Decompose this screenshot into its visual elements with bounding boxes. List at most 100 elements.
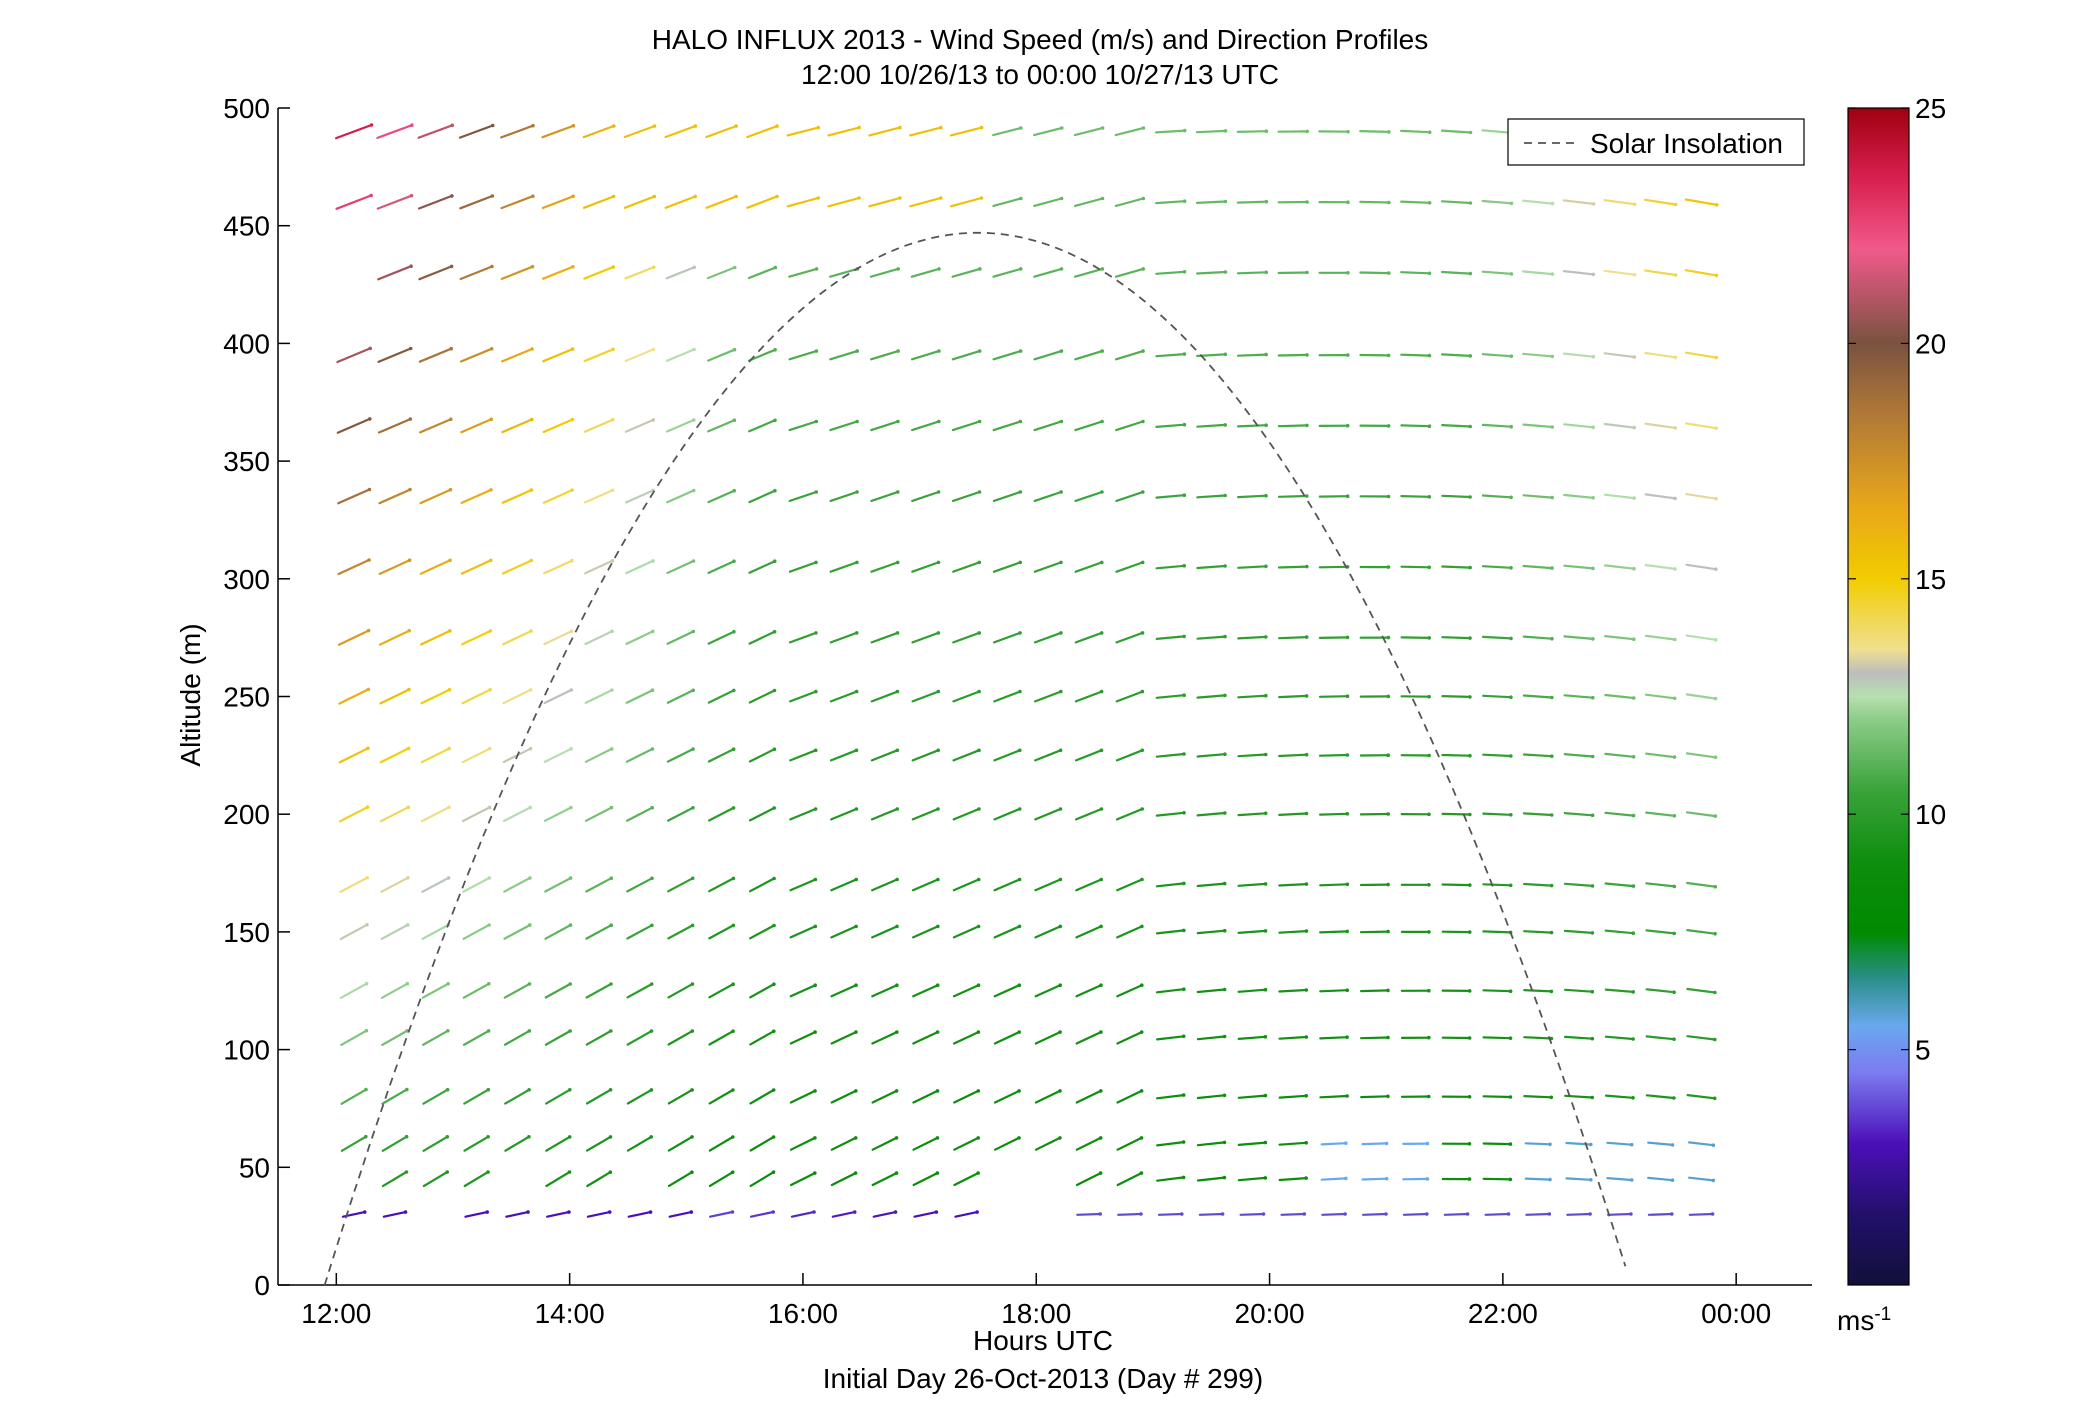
- wind-vector-tip: [489, 488, 493, 492]
- wind-vector: [667, 877, 694, 893]
- wind-vector: [708, 1030, 735, 1046]
- wind-vector: [870, 807, 899, 821]
- wind-vector: [381, 1088, 408, 1105]
- wind-vector-tip: [1387, 130, 1391, 134]
- wind-vector-tip: [1672, 1037, 1676, 1041]
- wind-vector-tip: [1427, 424, 1432, 429]
- wind-vector: [789, 878, 817, 892]
- wind-vector-tip: [1550, 425, 1554, 429]
- wind-vector: [377, 265, 413, 281]
- wind-vector-tip: [1425, 1141, 1430, 1146]
- wind-vector-tip: [1346, 271, 1350, 275]
- wind-vector-tip: [1714, 273, 1719, 278]
- wind-vector: [502, 629, 533, 646]
- wind-vector-tip: [937, 267, 941, 271]
- wind-vector-tip: [1386, 694, 1391, 699]
- wind-vector-tip: [1631, 696, 1636, 700]
- wind-vector: [1155, 752, 1186, 758]
- wind-vector-tip: [529, 558, 534, 563]
- wind-vector-tip: [938, 196, 943, 200]
- wind-vector-tip: [446, 1029, 450, 1033]
- wind-vector: [749, 1210, 775, 1218]
- wind-vector-tip: [447, 805, 451, 810]
- wind-vector: [338, 805, 369, 823]
- wind-vector-tip: [1058, 1089, 1062, 1093]
- wind-vector: [340, 1029, 368, 1047]
- wind-vector: [951, 350, 981, 361]
- wind-vector-tip: [771, 1088, 776, 1092]
- wind-vector-tip: [1305, 353, 1309, 357]
- wind-vector: [1195, 200, 1227, 204]
- wind-vector: [1278, 882, 1308, 887]
- wind-vector-tip: [690, 1088, 694, 1092]
- wind-vector-tip: [1590, 989, 1595, 994]
- wind-vector: [1155, 564, 1186, 570]
- wind-vector-tip: [1264, 693, 1268, 698]
- wind-vector-tip: [1386, 882, 1390, 887]
- wind-vector: [1236, 424, 1268, 428]
- wind-vector-tip: [1305, 270, 1309, 275]
- wind-vector: [1116, 1136, 1143, 1151]
- wind-vector: [1400, 565, 1431, 569]
- wind-vector-tip: [1182, 693, 1186, 697]
- wind-vector: [1686, 987, 1717, 994]
- wind-vector: [379, 806, 410, 823]
- wind-vector-tip: [1345, 694, 1350, 698]
- wind-vector: [1685, 811, 1717, 818]
- wind-vector: [338, 747, 369, 764]
- wind-vector-tip: [895, 807, 899, 811]
- wind-vector: [1116, 1089, 1143, 1104]
- wind-vector: [500, 265, 534, 280]
- wind-vector: [1075, 1136, 1102, 1151]
- wind-vector: [1237, 1035, 1267, 1041]
- wind-vector: [584, 806, 613, 822]
- wind-vector: [1645, 929, 1676, 935]
- wind-vector-tip: [731, 923, 736, 928]
- wind-vector-tip: [1468, 636, 1472, 640]
- wind-vector-tip: [610, 629, 614, 634]
- wind-vector-tip: [813, 877, 818, 882]
- wind-vector: [1644, 269, 1677, 277]
- wind-vector-tip: [976, 1171, 980, 1175]
- wind-vector-tip: [939, 125, 943, 130]
- wind-vector: [1359, 130, 1390, 133]
- wind-vector: [1074, 490, 1104, 502]
- wind-vector-tip: [1099, 983, 1103, 987]
- wind-vector-tip: [1386, 812, 1390, 816]
- wind-vector-tip: [488, 629, 493, 633]
- x-tick-label: 22:00: [1468, 1298, 1538, 1329]
- wind-vector-tip: [1182, 352, 1187, 356]
- wind-vector: [1443, 1212, 1469, 1216]
- wind-vector-tip: [1305, 494, 1309, 498]
- wind-vector: [748, 877, 776, 893]
- wind-vector: [749, 924, 776, 940]
- wind-vector-tip: [610, 688, 614, 692]
- wind-vector-tip: [979, 125, 984, 130]
- wind-vector: [1115, 749, 1144, 762]
- wind-vector: [502, 806, 532, 823]
- wind-vector: [1236, 200, 1268, 204]
- wind-vector-tip: [1427, 353, 1432, 358]
- wind-vector: [543, 747, 573, 764]
- wind-vector-tip: [569, 688, 574, 692]
- wind-vector: [829, 749, 858, 762]
- wind-vector: [911, 878, 940, 892]
- wind-vector: [1604, 882, 1635, 888]
- wind-vector: [788, 267, 818, 278]
- wind-vector: [463, 1088, 490, 1105]
- wind-vector: [1440, 270, 1472, 275]
- wind-vector: [1400, 200, 1431, 204]
- wind-vector: [1318, 695, 1349, 698]
- wind-vector-tip: [1427, 565, 1431, 570]
- wind-vector-tip: [976, 1030, 981, 1034]
- wind-vector-tip: [1427, 201, 1432, 205]
- wind-vector-tip: [1345, 929, 1349, 934]
- wind-vector-tip: [1427, 753, 1431, 758]
- wind-vector: [789, 1030, 817, 1045]
- wind-vector-tip: [1100, 490, 1104, 494]
- wind-vector: [1033, 490, 1063, 502]
- wind-vector-tip: [527, 982, 532, 986]
- wind-vector: [1115, 490, 1144, 502]
- wind-vector-tip: [1098, 1212, 1102, 1216]
- wind-vector-tip: [1017, 1089, 1021, 1093]
